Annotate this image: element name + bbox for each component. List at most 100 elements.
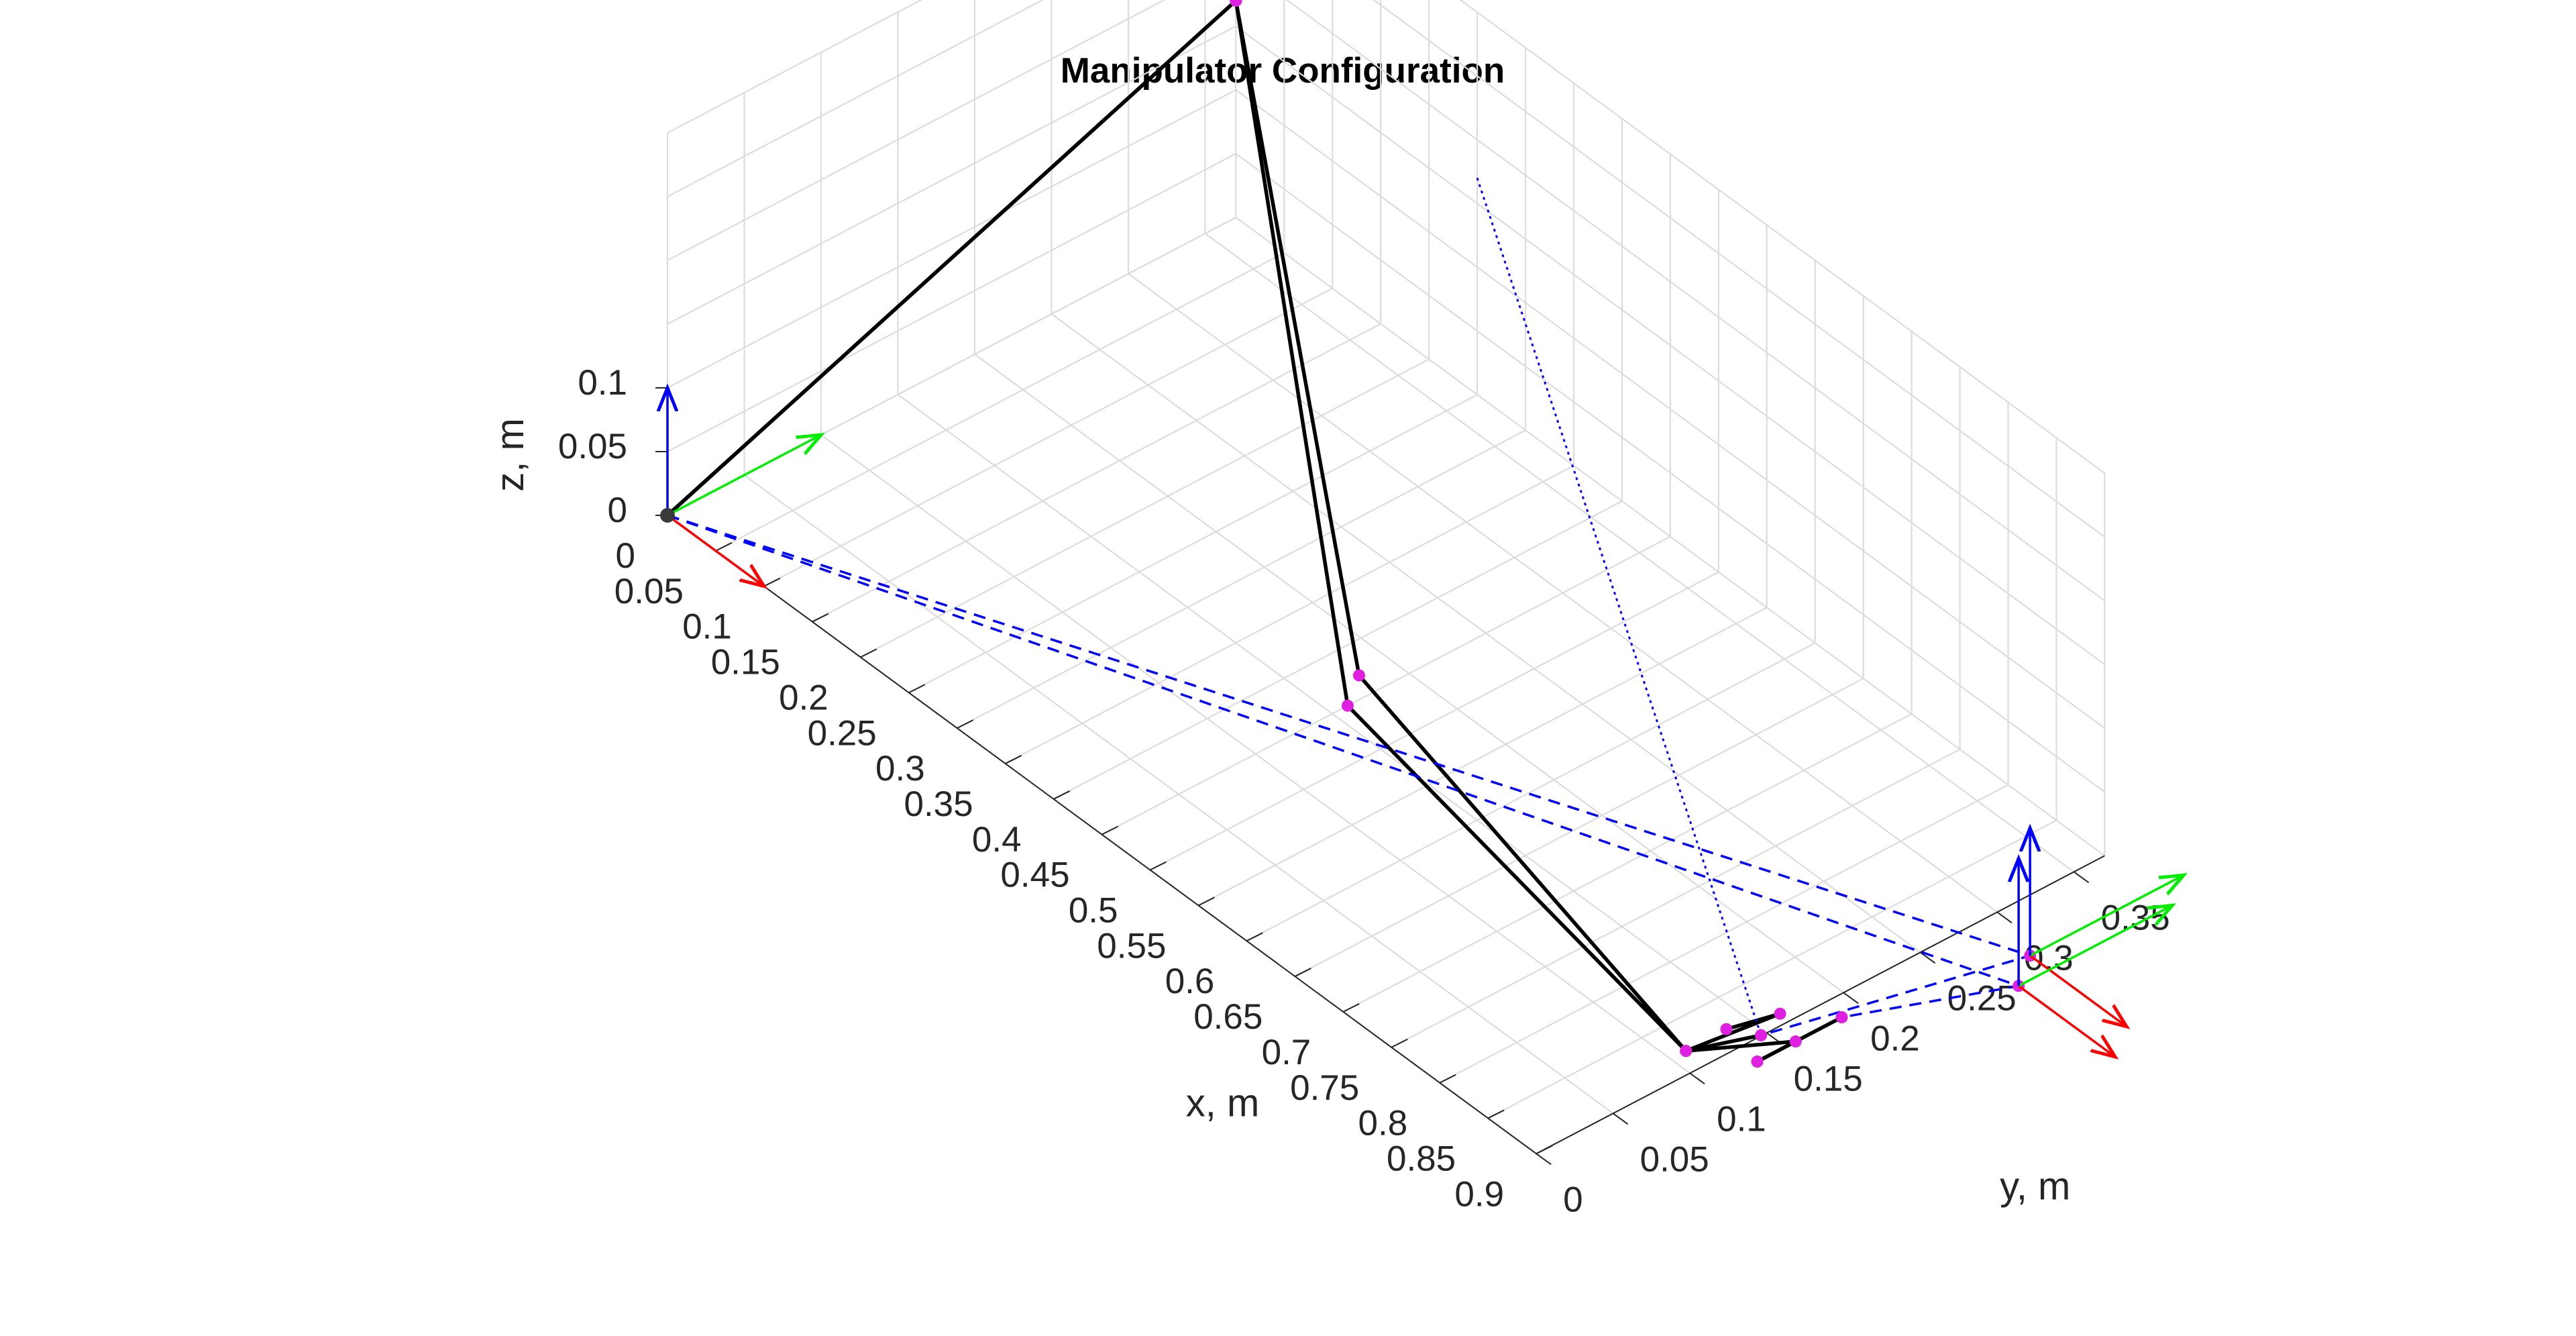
grid-line [667, 0, 923, 134]
x-tick [1053, 790, 1071, 800]
axes: 00.050.10.150.20.250.30.350.40.450.50.55… [558, 363, 2170, 1219]
x-tick-label: 0.05 [614, 572, 684, 611]
joint-marker [1680, 1045, 1693, 1058]
joint-marker [1341, 699, 1354, 712]
grid-line [897, 394, 1768, 1034]
x-tick-label: 0.1 [682, 607, 732, 647]
frame-x-axis [2018, 984, 2115, 1057]
x-tick [1439, 1074, 1456, 1084]
y-tick [1996, 911, 2012, 924]
grid-line [1342, 713, 1913, 1013]
joint-marker [1230, 0, 1242, 7]
y-tick [1920, 952, 1936, 964]
grid-line [1102, 535, 1671, 835]
x-tick [1246, 932, 1263, 942]
grid-line [1204, 233, 2075, 873]
y-tick-label: 0.05 [1640, 1139, 1709, 1179]
x-tick-label: 0.35 [904, 784, 973, 824]
joint-marker [1774, 1007, 1786, 1020]
x-tick [1487, 1109, 1505, 1119]
axis-labels: x, m y, m z, m [488, 418, 2070, 1208]
x-tick [908, 684, 926, 694]
grid-line [763, 287, 1333, 587]
y-axis-label: y, m [2000, 1164, 2070, 1208]
y-tick-label: 0.15 [1794, 1059, 1863, 1098]
grid-line [974, 354, 1844, 994]
grid-line [743, 474, 1614, 1115]
y-tick [1613, 1113, 1629, 1125]
grid-line [667, 89, 1236, 389]
x-tick-label: 0.5 [1069, 891, 1118, 931]
frame-x-axis [2029, 954, 2127, 1027]
x-tick-label: 0.6 [1165, 962, 1215, 1001]
frame-y-axis [2018, 905, 2172, 987]
grid-line [1149, 571, 1719, 871]
grid-line [1051, 313, 1921, 954]
grid-line [667, 0, 1166, 261]
joint-marker [1835, 1011, 1848, 1024]
y-tick [1689, 1072, 1705, 1085]
grid-line [1487, 819, 2057, 1119]
y-tick-label: 0.1 [1717, 1099, 1766, 1139]
x-tick-label: 0.55 [1097, 926, 1166, 966]
grid-line [1235, 89, 2106, 729]
frame-y-axis [667, 435, 821, 517]
x-tick-label: 0.9 [1454, 1174, 1504, 1214]
grid-line [1005, 464, 1574, 764]
grid-line [1235, 25, 2106, 666]
joint-marker [1720, 1023, 1733, 1035]
z-tick-label: 0 [608, 491, 627, 530]
x-tick [1102, 825, 1118, 835]
grid-line [812, 323, 1381, 623]
y-tick [2074, 871, 2090, 884]
chart-title: Manipulator Configuration [1061, 51, 1505, 91]
y-tick-label: 0.35 [2101, 898, 2170, 937]
grid-line [1246, 642, 1816, 942]
grid-line [1439, 784, 2009, 1084]
frame-x-axis [666, 514, 764, 586]
grid-line [1459, 0, 2106, 474]
series-solid-line [666, 0, 1798, 1064]
x-tick-label: 0.75 [1290, 1068, 1359, 1108]
y-tick-label: 0.25 [1947, 978, 2017, 1018]
grid-line [1128, 273, 1998, 913]
base-joint-marker [660, 508, 675, 523]
grid-line [667, 25, 1236, 325]
y-tick [1843, 992, 1859, 1005]
grid-line [860, 358, 1430, 658]
z-tick-label: 0.1 [578, 363, 627, 403]
x-tick-label: 0.15 [711, 643, 780, 682]
grid-line [1391, 748, 1961, 1048]
x-tick-label: 0 [616, 536, 635, 576]
x-tick [1342, 1003, 1360, 1013]
grid-line [1373, 0, 2106, 538]
x-tick-label: 0.2 [779, 678, 828, 717]
joint-marker [1751, 1056, 1764, 1068]
x-tick [812, 613, 829, 623]
joint-marker [1755, 1029, 1768, 1041]
joint-marker [1352, 669, 1365, 682]
x-tick-label: 0.25 [808, 713, 877, 753]
joint-marker [1789, 1035, 1802, 1048]
grid-line [667, 153, 1236, 452]
grid-line [820, 434, 1690, 1074]
x-tick [763, 577, 781, 587]
plot-area [660, 0, 2184, 1068]
frame-y-axis [2029, 875, 2184, 957]
z-tick-label: 0.05 [558, 427, 627, 466]
x-tick-label: 0.65 [1193, 997, 1263, 1037]
series-solid-line [1685, 1033, 1762, 1053]
x-axis-label: x, m [1186, 1082, 1260, 1125]
grid-line [1197, 607, 1768, 907]
grid-line [1235, 153, 2106, 793]
x-tick [1536, 1145, 1553, 1155]
x-tick-label: 0.4 [972, 820, 1022, 860]
grid [666, 0, 2106, 1155]
x-tick [860, 648, 877, 658]
y-axis-line [1536, 855, 2105, 1155]
grid-line [667, 0, 1044, 197]
series-dashed-line [667, 514, 2031, 1037]
x-tick-label: 0.45 [1000, 856, 1069, 895]
series-solid-line [666, 0, 1782, 1053]
